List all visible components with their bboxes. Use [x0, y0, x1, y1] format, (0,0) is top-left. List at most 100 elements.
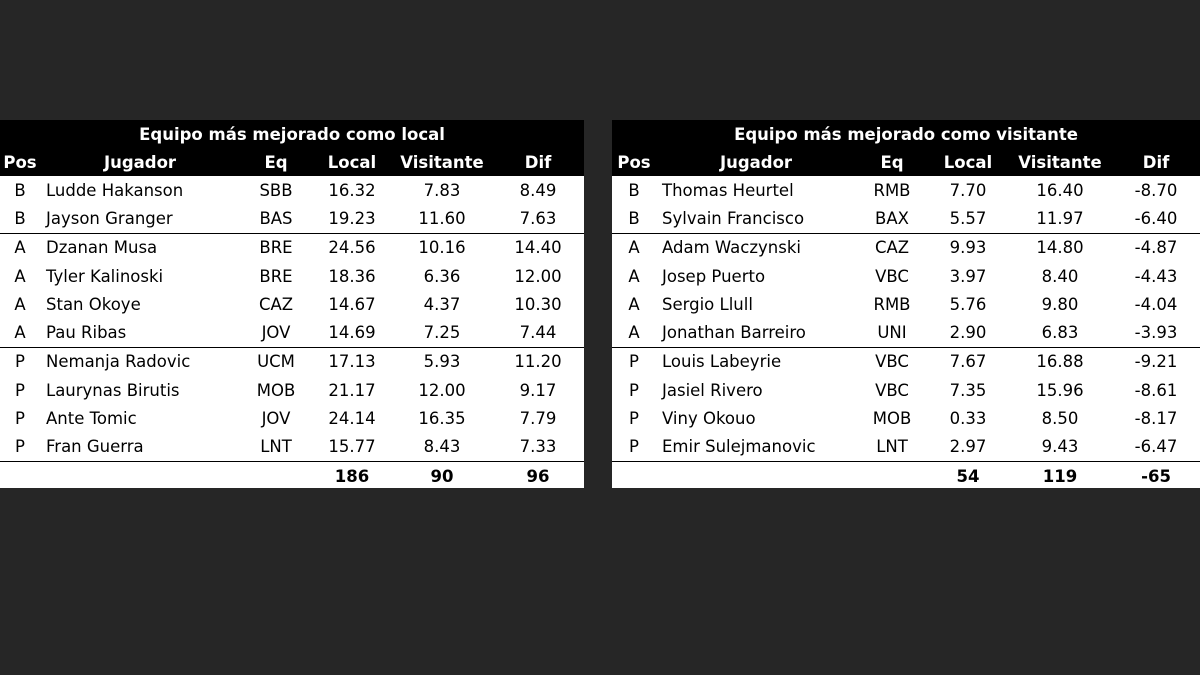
cell-eq: BRE — [259, 238, 293, 258]
cell-jugador: Stan Okoye — [46, 294, 141, 314]
col-header-dif: Dif — [1112, 148, 1200, 176]
table-row: P Emir Sulejmanovic LNT 2.97 9.43 -6.47 — [612, 432, 1200, 462]
total-visitante: 90 — [430, 466, 454, 486]
cell-eq: UNI — [856, 318, 928, 348]
cell-pos: A — [628, 238, 640, 258]
cell-local: 2.90 — [928, 318, 1008, 348]
cell-pos: A — [628, 266, 640, 286]
table-row: B Ludde Hakanson SBB 16.32 7.83 8.49 — [0, 176, 584, 204]
cell-visitante: 8.50 — [1041, 409, 1079, 429]
cell-eq: LNT — [240, 432, 312, 462]
cell-local: 14.69 — [312, 318, 392, 348]
cell-pos: B — [612, 204, 656, 234]
cell-local: 17.13 — [328, 352, 376, 372]
table-row: A Sergio Llull RMB 5.76 9.80 -4.04 — [612, 290, 1200, 318]
cell-jugador: Ludde Hakanson — [46, 180, 184, 200]
cell-visitante: 10.16 — [418, 238, 466, 258]
cell-visitante: 6.36 — [423, 266, 461, 286]
cell-dif: -8.17 — [1134, 409, 1178, 429]
cell-eq: JOV — [240, 318, 312, 348]
total-visitante: 119 — [1042, 466, 1078, 486]
cell-jugador: Pau Ribas — [40, 318, 240, 348]
cell-visitante: 7.83 — [423, 180, 461, 200]
cell-jugador: Sergio Llull — [662, 294, 753, 314]
cell-dif: 7.33 — [492, 432, 585, 462]
cell-local: 0.33 — [949, 409, 987, 429]
col-header-pos: Pos — [0, 148, 40, 176]
cell-eq: JOV — [261, 409, 291, 429]
cell-local: 3.97 — [949, 266, 987, 286]
cell-dif: -4.87 — [1134, 238, 1178, 258]
totals-row: 186 90 96 — [0, 461, 584, 490]
cell-jugador: Jonathan Barreiro — [656, 318, 856, 348]
cell-eq: UCM — [257, 352, 295, 372]
cell-dif: -8.61 — [1134, 380, 1178, 400]
cell-local: 5.57 — [928, 204, 1008, 234]
table-row: P Fran Guerra LNT 15.77 8.43 7.33 — [0, 432, 585, 462]
col-header-visitante: Visitante — [392, 148, 492, 176]
cell-visitante: 12.00 — [418, 380, 466, 400]
table-title: Equipo más mejorado como local — [0, 120, 585, 148]
table-row: B Sylvain Francisco BAX 5.57 11.97 -6.40 — [612, 204, 1200, 234]
cell-dif: -6.47 — [1112, 432, 1200, 462]
cell-local: 7.67 — [949, 352, 987, 372]
cell-pos: A — [628, 294, 640, 314]
cell-eq: SBB — [259, 180, 293, 200]
cell-dif: 12.00 — [514, 266, 562, 286]
cell-jugador: Fran Guerra — [40, 432, 240, 462]
cell-dif: 8.49 — [519, 180, 557, 200]
total-dif: -65 — [1141, 466, 1171, 486]
table-row: P Jasiel Rivero VBC 7.35 15.96 -8.61 — [612, 376, 1200, 404]
cell-local: 15.77 — [312, 432, 392, 462]
cell-dif: 14.40 — [514, 238, 562, 258]
cell-visitante: 7.25 — [392, 318, 492, 348]
cell-jugador: Ante Tomic — [46, 409, 137, 429]
table-row: A Adam Waczynski CAZ 9.93 14.80 -4.87 — [612, 233, 1200, 262]
cell-dif: -4.43 — [1134, 266, 1178, 286]
cell-pos: P — [612, 432, 656, 462]
table-row: A Josep Puerto VBC 3.97 8.40 -4.43 — [612, 262, 1200, 290]
cell-visitante: 9.43 — [1008, 432, 1112, 462]
totals-row: 54 119 -65 — [612, 461, 1200, 490]
home-improved-table: Equipo más mejorado como local Pos Jugad… — [0, 120, 585, 490]
cell-local: 21.17 — [328, 380, 376, 400]
cell-visitante: 11.97 — [1008, 204, 1112, 234]
cell-local: 5.76 — [949, 294, 987, 314]
cell-pos: B — [14, 180, 26, 200]
col-header-jugador: Jugador — [656, 148, 856, 176]
cell-dif: -6.40 — [1112, 204, 1200, 234]
col-header-local: Local — [312, 148, 392, 176]
cell-pos: P — [15, 409, 25, 429]
cell-dif: 10.30 — [514, 294, 562, 314]
cell-jugador: Tyler Kalinoski — [46, 266, 164, 286]
total-dif: 96 — [526, 466, 550, 486]
cell-local: 19.23 — [312, 204, 392, 234]
cell-dif: -3.93 — [1112, 318, 1200, 348]
cell-visitante: 6.83 — [1008, 318, 1112, 348]
cell-dif: 11.20 — [514, 352, 562, 372]
cell-local: 2.97 — [928, 432, 1008, 462]
table-row: A Tyler Kalinoski BRE 18.36 6.36 12.00 — [0, 262, 584, 290]
cell-pos: B — [0, 204, 40, 234]
home-improved-table-panel: Equipo más mejorado como local Pos Jugad… — [0, 120, 585, 490]
cell-pos: A — [14, 294, 26, 314]
col-header-jugador: Jugador — [40, 148, 240, 176]
table-row: P Nemanja Radovic UCM 17.13 5.93 11.20 — [0, 347, 584, 376]
col-header-pos: Pos — [612, 148, 656, 176]
table-row: B Jayson Granger BAS 19.23 11.60 7.63 — [0, 204, 585, 234]
cell-jugador: Louis Labeyrie — [662, 352, 782, 372]
table-body: B Thomas Heurtel RMB 7.70 16.40 -8.70 B Sylvain… — [612, 176, 1200, 462]
cell-visitante: 8.40 — [1041, 266, 1079, 286]
cell-dif: 7.44 — [492, 318, 585, 348]
cell-local: 16.32 — [328, 180, 376, 200]
table-row: B Thomas Heurtel RMB 7.70 16.40 -8.70 — [612, 176, 1200, 204]
table-row: P Viny Okouo MOB 0.33 8.50 -8.17 — [612, 404, 1200, 432]
cell-jugador: Thomas Heurtel — [662, 180, 794, 200]
cell-pos: P — [15, 380, 25, 400]
cell-visitante: 5.93 — [423, 352, 461, 372]
table-row: A Stan Okoye CAZ 14.67 4.37 10.30 — [0, 290, 584, 318]
cell-pos: A — [612, 318, 656, 348]
cell-eq: BAS — [240, 204, 312, 234]
cell-pos: P — [629, 352, 639, 372]
cell-jugador: Adam Waczynski — [662, 238, 801, 258]
